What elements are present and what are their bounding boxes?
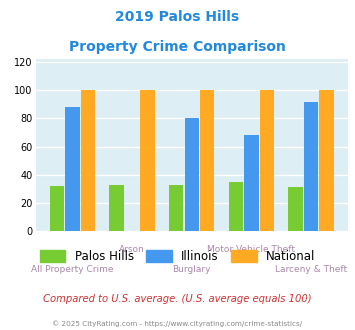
Text: Arson: Arson [119,245,145,254]
Bar [288,187,303,231]
Text: Larceny & Theft: Larceny & Theft [275,265,347,274]
Bar [109,184,124,231]
Text: Property Crime Comparison: Property Crime Comparison [69,40,286,53]
Bar [244,135,258,231]
Bar [320,90,334,231]
Text: Compared to U.S. average. (U.S. average equals 100): Compared to U.S. average. (U.S. average … [43,294,312,304]
Bar [140,90,155,231]
Text: All Property Crime: All Property Crime [31,265,114,274]
Text: © 2025 CityRating.com - https://www.cityrating.com/crime-statistics/: © 2025 CityRating.com - https://www.city… [53,320,302,327]
Text: Motor Vehicle Theft: Motor Vehicle Theft [207,245,295,254]
Bar [169,184,183,231]
Text: 2019 Palos Hills: 2019 Palos Hills [115,10,240,24]
Bar [200,90,214,231]
Bar [50,186,64,231]
Bar [65,107,80,231]
Bar [260,90,274,231]
Bar [229,182,243,231]
Legend: Palos Hills, Illinois, National: Palos Hills, Illinois, National [35,246,320,268]
Text: Burglary: Burglary [173,265,211,274]
Bar [185,118,199,231]
Bar [81,90,95,231]
Bar [304,102,318,231]
